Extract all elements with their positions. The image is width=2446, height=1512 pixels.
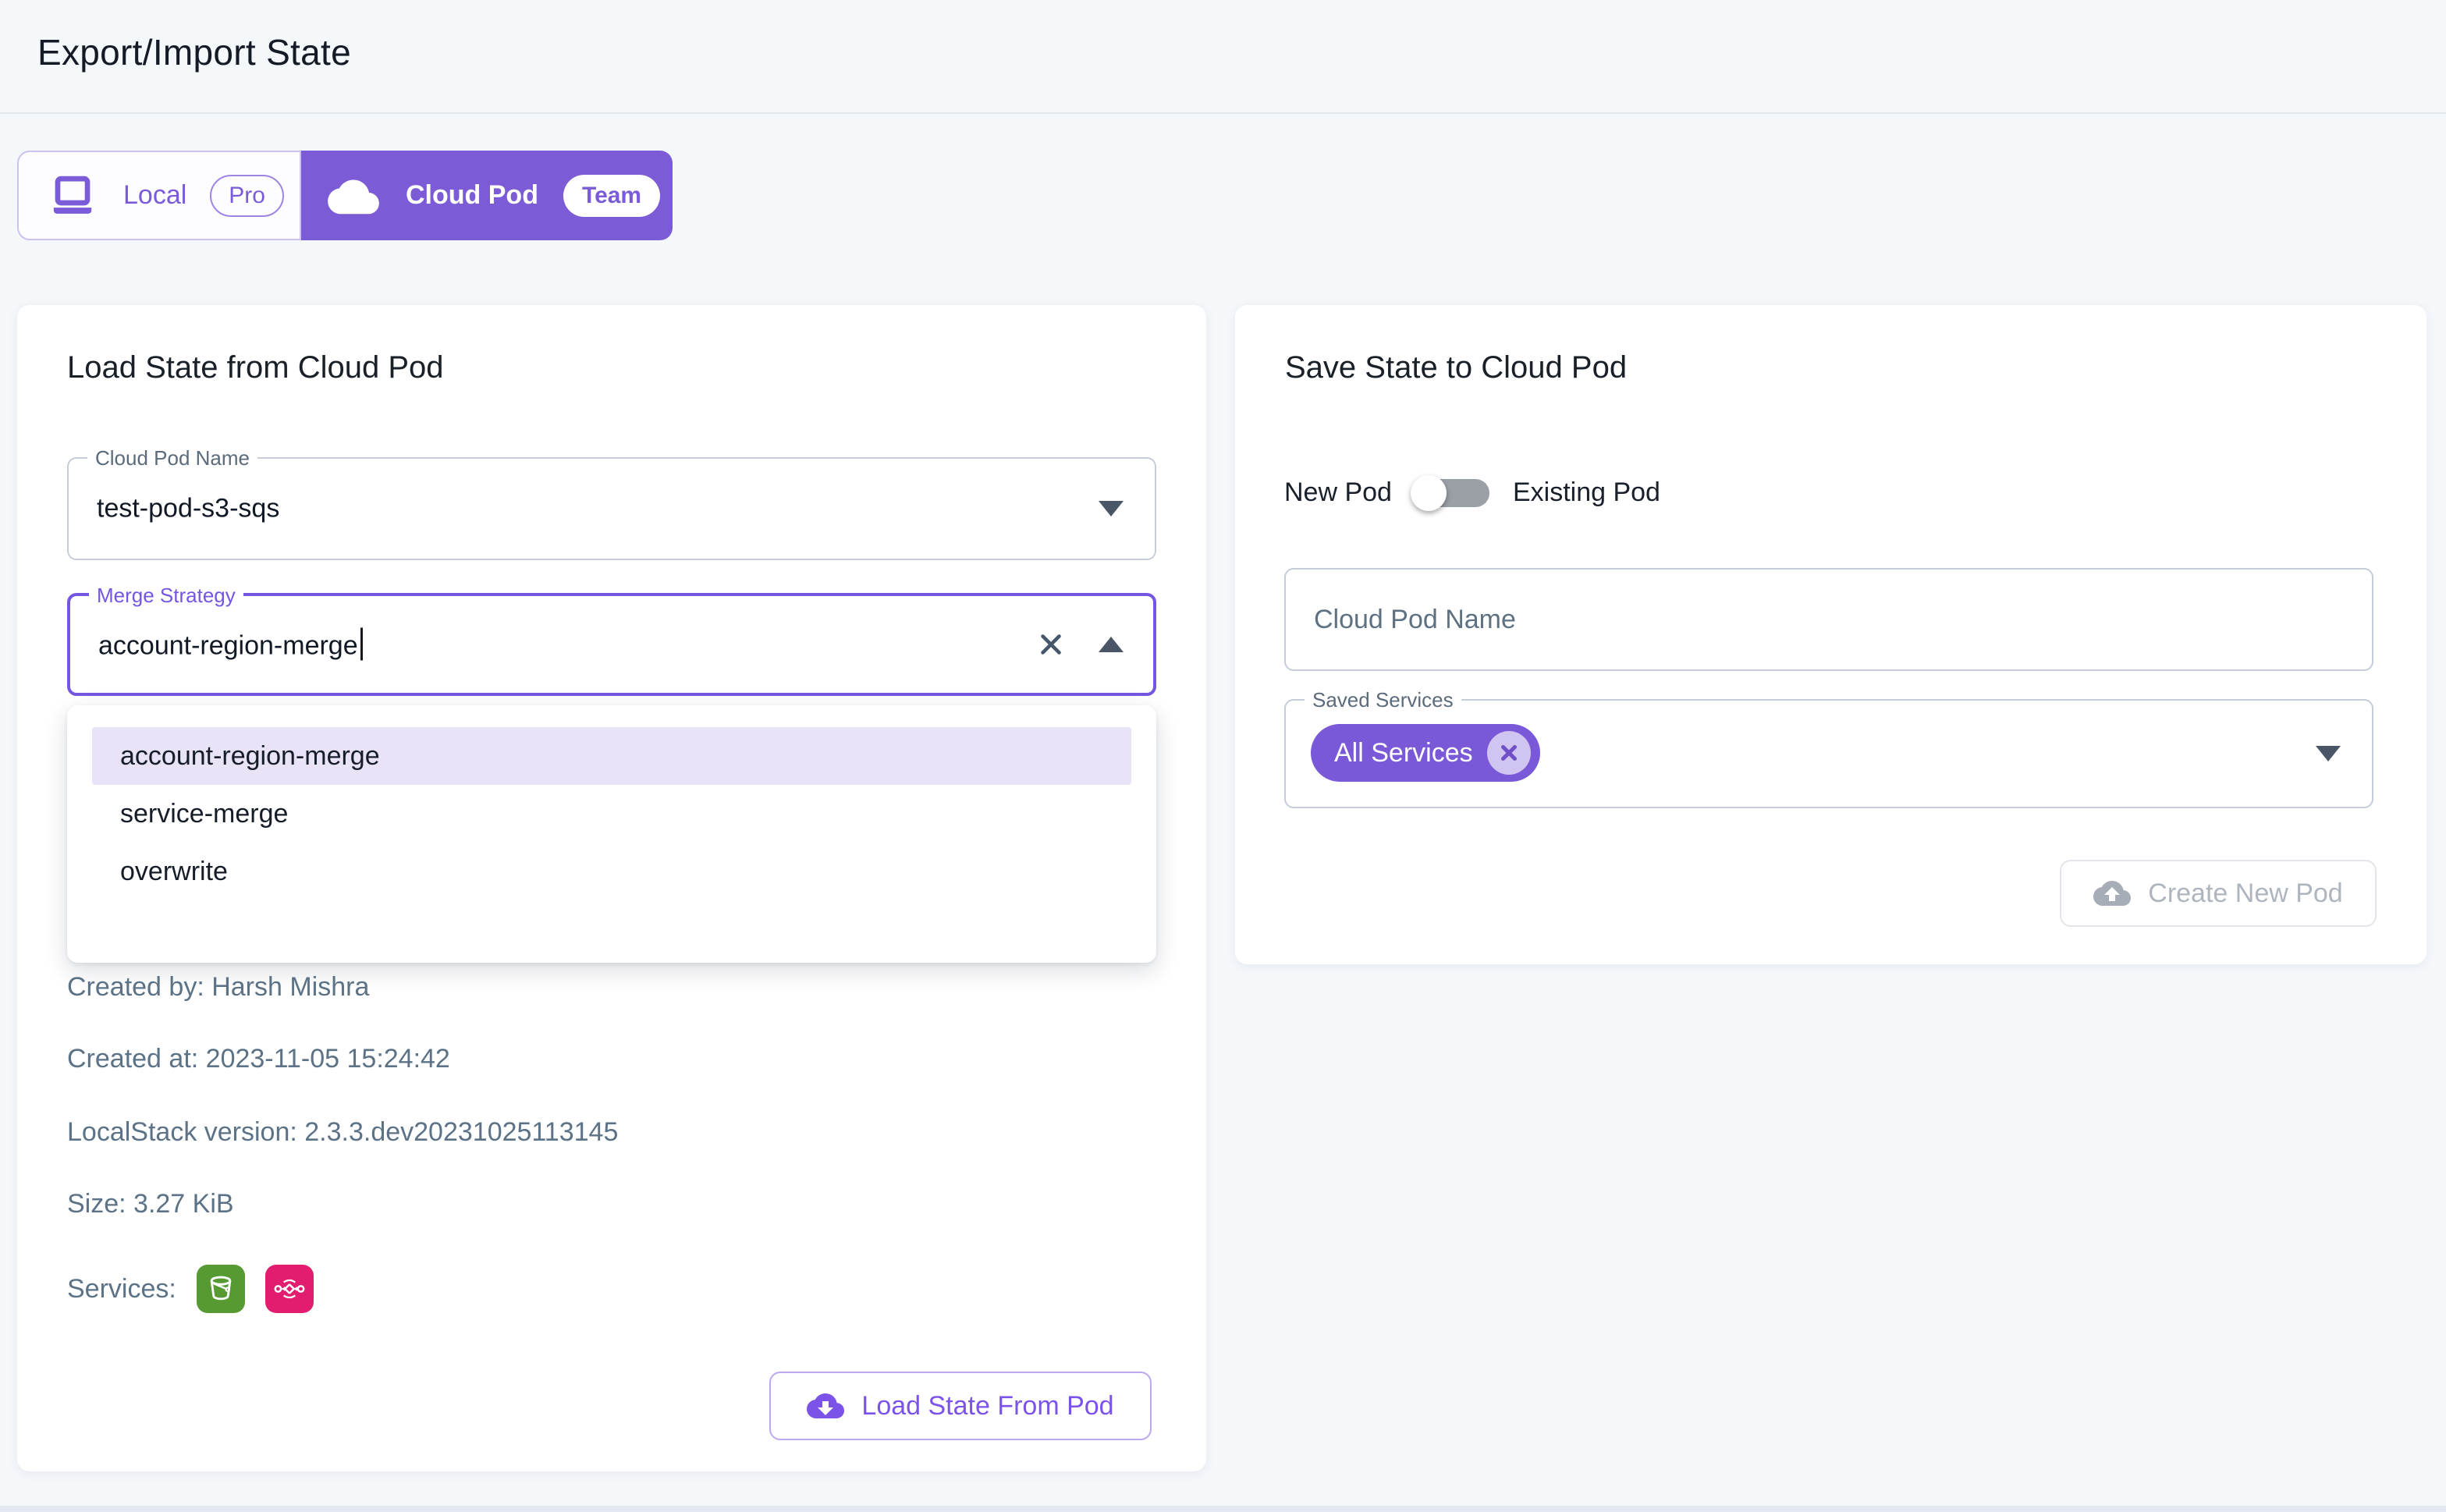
cloud-download-icon <box>807 1390 845 1421</box>
meta-version: LocalStack version: 2.3.3.dev20231025113… <box>67 1117 619 1147</box>
mode-cloud-pod-label: Cloud Pod <box>406 180 538 210</box>
load-state-card: Load State from Cloud Pod Cloud Pod Name… <box>17 305 1206 1471</box>
merge-strategy-label: Merge Strategy <box>89 584 243 607</box>
load-button-label: Load State From Pod <box>861 1390 1114 1421</box>
all-services-chip-label: All Services <box>1334 737 1473 768</box>
saved-services-label: Saved Services <box>1305 688 1461 712</box>
meta-created-at: Created at: 2023-11-05 15:24:42 <box>67 1044 450 1074</box>
chevron-up-icon[interactable] <box>1099 637 1124 652</box>
saved-services-select[interactable]: Saved Services All Services <box>1284 688 2373 808</box>
pod-name-select[interactable]: Cloud Pod Name test-pod-s3-sqs <box>67 446 1156 560</box>
save-state-card: Save State to Cloud Pod New Pod Existing… <box>1235 305 2426 964</box>
page-title: Export/Import State <box>37 32 351 73</box>
chevron-down-icon[interactable] <box>1099 501 1124 516</box>
switch-thumb[interactable] <box>1410 474 1447 511</box>
sqs-service-icon <box>264 1265 314 1313</box>
cloud-icon <box>328 176 379 216</box>
pod-mode-switch[interactable] <box>1410 474 1489 511</box>
pod-name-select-label: Cloud Pod Name <box>87 446 257 470</box>
merge-strategy-value: account-region-merge <box>98 627 363 662</box>
services-label: Services: <box>67 1273 176 1304</box>
menu-option-account-region-merge[interactable]: account-region-merge <box>92 727 1131 785</box>
menu-option-service-merge[interactable]: service-merge <box>120 798 289 829</box>
pod-name-select-value: test-pod-s3-sqs <box>97 493 280 524</box>
team-badge: Team <box>563 174 661 217</box>
save-pod-name-input[interactable] <box>1284 568 2373 671</box>
menu-option-overwrite[interactable]: overwrite <box>120 856 228 886</box>
mode-local-label: Local <box>123 180 187 210</box>
mode-toggle-group: Local Pro Cloud Pod Team <box>17 151 673 240</box>
services-chevron-down-icon[interactable] <box>2316 746 2341 761</box>
load-card-title: Load State from Cloud Pod <box>67 350 444 385</box>
new-pod-label: New Pod <box>1284 477 1392 507</box>
all-services-chip[interactable]: All Services <box>1311 724 1540 782</box>
create-button-label: Create New Pod <box>2148 878 2343 908</box>
merge-strategy-menu: account-region-merge service-merge overw… <box>67 705 1156 963</box>
pod-mode-switch-row: New Pod Existing Pod <box>1284 474 1660 511</box>
s3-service-icon <box>196 1265 245 1313</box>
meta-created-by: Created by: Harsh Mishra <box>67 972 370 1002</box>
mode-toggle-local[interactable]: Local Pro <box>17 151 301 240</box>
laptop-icon <box>48 175 97 217</box>
load-state-from-pod-button[interactable]: Load State From Pod <box>769 1372 1152 1440</box>
clear-icon[interactable] <box>1035 628 1067 661</box>
meta-size: Size: 3.27 KiB <box>67 1189 234 1219</box>
text-caret <box>360 627 363 661</box>
mode-toggle-cloud-pod[interactable]: Cloud Pod Team <box>301 151 673 240</box>
merge-strategy-input[interactable]: Merge Strategy account-region-merge <box>67 584 1156 696</box>
services-row: Services: <box>67 1265 314 1313</box>
header-divider <box>0 112 2446 114</box>
create-new-pod-button[interactable]: Create New Pod <box>2060 860 2377 927</box>
existing-pod-label: Existing Pod <box>1512 477 1660 507</box>
pro-badge: Pro <box>210 174 284 217</box>
save-card-title: Save State to Cloud Pod <box>1285 350 1628 385</box>
chip-remove-icon[interactable] <box>1486 731 1531 775</box>
horizontal-scrollbar-track[interactable] <box>0 1506 2446 1512</box>
cloud-upload-icon <box>2093 878 2132 909</box>
